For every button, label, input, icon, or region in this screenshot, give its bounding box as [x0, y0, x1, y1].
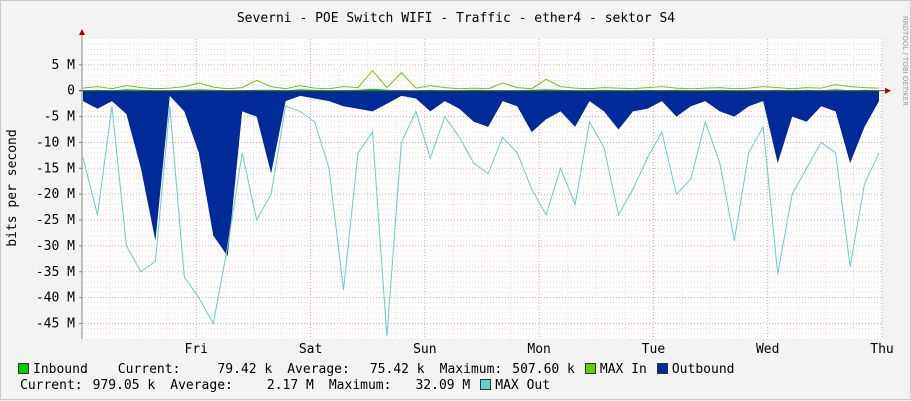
legend-swatch-max-in	[584, 363, 596, 374]
series-outbound-area	[83, 90, 879, 257]
y-tick-label: -5 M	[44, 110, 75, 125]
outbound-average-label: Average:	[170, 378, 233, 393]
legend-max-in-label: MAX In	[599, 362, 647, 377]
outbound-current-label: Current:	[20, 378, 83, 393]
series-inbound-area	[83, 88, 879, 91]
legend-swatch-inbound	[18, 363, 29, 374]
y-tick-label: -25 M	[36, 213, 75, 228]
legend-inbound-label: Inbound	[33, 362, 88, 377]
axis-layer: 5 M 0 -5 M -10 M -15 M -20 M -25 M -30 M -35 M -4…	[36, 29, 894, 357]
y-tick-label: -30 M	[36, 239, 75, 254]
legend-swatch-max-out	[480, 379, 492, 390]
y-tick-label: -15 M	[36, 161, 75, 176]
inbound-maximum-label: Maximum:	[439, 362, 503, 377]
series-layer	[82, 69, 880, 337]
outbound-current-value: 979.05 k	[92, 378, 156, 393]
outbound-average-value: 2.17 M	[266, 378, 314, 393]
x-tick-label: Sun	[413, 342, 436, 357]
x-tick-label: Sat	[299, 342, 322, 357]
rrdtool-watermark: RRDTOOL / TOBI OETIKER	[901, 16, 909, 106]
series-max-in-line	[82, 69, 880, 90]
y-tick-label: -20 M	[36, 187, 75, 202]
series-max-out-line	[82, 105, 880, 337]
x-tick-label: Tue	[642, 342, 666, 357]
outbound-maximum-value: 32.09 M	[415, 378, 471, 393]
inbound-maximum-value: 507.60 k	[512, 362, 575, 377]
inbound-average-label: Average:	[287, 362, 350, 377]
y-tick-label: -45 M	[36, 316, 75, 331]
inbound-average-value: 75.42 k	[369, 362, 425, 377]
y-axis-arrow	[79, 29, 85, 35]
x-axis-arrow	[885, 87, 891, 94]
legend-swatch-outbound	[656, 363, 668, 374]
outbound-maximum-label: Maximum:	[328, 378, 392, 393]
legend-max-out-label: MAX Out	[495, 378, 551, 393]
chart-title: Severni - POE Switch WIFI - Traffic - et…	[237, 11, 675, 26]
inbound-current-value: 79.42 k	[217, 362, 273, 377]
x-tick-label: Wed	[756, 342, 779, 357]
x-tick-label: Thu	[870, 342, 893, 357]
y-tick-label: -35 M	[36, 265, 75, 280]
legend-row-1: Inbound Current: 79.42 k Average: 75.42 k Max…	[18, 362, 734, 377]
y-tick-label: 0	[67, 84, 75, 99]
legend-row-2: Current: 979.05 k Average: 2.17 M Maximum: 32…	[20, 378, 550, 393]
y-tick-label: 5 M	[52, 58, 76, 73]
inbound-current-label: Current:	[117, 362, 181, 377]
y-tick-label: -40 M	[36, 291, 75, 306]
legend-outbound-label: Outbound	[671, 362, 735, 377]
y-axis-label: bits per second	[5, 129, 20, 246]
y-tick-label: -10 M	[36, 135, 75, 150]
x-tick-label: Fri	[185, 342, 208, 357]
x-tick-label: Mon	[527, 342, 550, 357]
